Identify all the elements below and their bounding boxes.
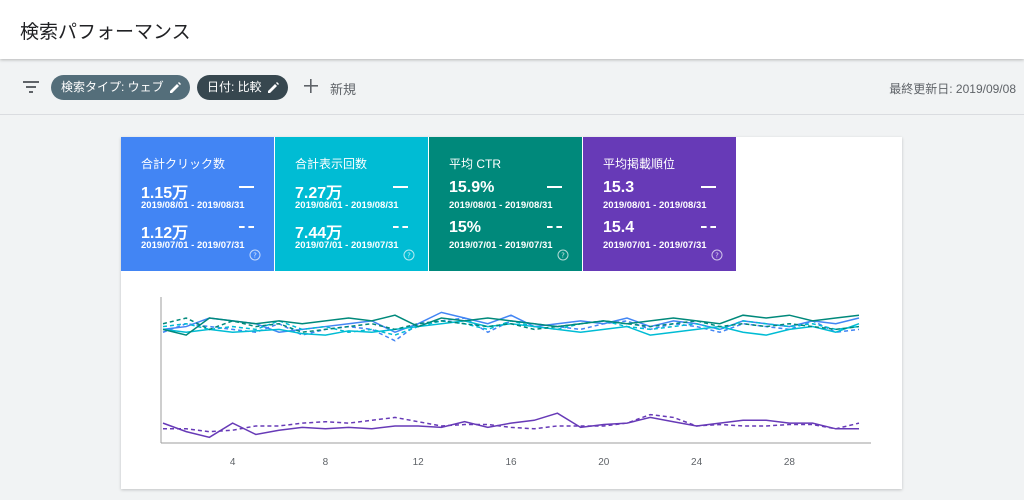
svg-text:?: ? <box>561 252 565 260</box>
metric-current-value: 15.9% <box>449 179 495 196</box>
series-line-5 <box>162 317 860 334</box>
metric-current-value: 1.15万 <box>141 185 189 202</box>
search-type-chip-label: 検索タイプ: ウェブ <box>61 80 164 94</box>
x-tick-label: 12 <box>413 457 425 468</box>
metric-title: 平均 CTR <box>449 157 501 171</box>
svg-text:?: ? <box>253 252 257 260</box>
x-tick-label: 20 <box>598 457 610 468</box>
date-compare-chip[interactable]: 日付: 比較 <box>197 75 288 100</box>
pencil-icon <box>169 82 181 93</box>
plus-icon <box>304 79 318 93</box>
metric-card-impressions[interactable]: 合計表示回数 7.27万 2019/08/01 - 2019/08/31 7.4… <box>275 137 428 271</box>
metric-current-range: 2019/08/01 - 2019/08/31 <box>449 200 553 211</box>
metric-previous-range: 2019/07/01 - 2019/07/31 <box>603 240 707 251</box>
metric-title: 合計クリック数 <box>141 157 226 171</box>
x-tick-label: 28 <box>784 457 796 468</box>
metric-previous-value: 15% <box>449 219 482 236</box>
dashed-line-legend <box>239 226 254 228</box>
dashed-line-legend <box>393 226 408 228</box>
x-tick-label: 16 <box>505 457 517 468</box>
solid-line-legend <box>239 186 254 188</box>
series-line-6 <box>162 412 859 439</box>
help-icon[interactable]: ? <box>557 249 569 261</box>
metric-card-position[interactable]: 平均掲載順位 15.3 2019/08/01 - 2019/08/31 15.4… <box>583 137 736 271</box>
metric-previous-range: 2019/07/01 - 2019/07/31 <box>449 240 553 251</box>
new-filter-label: 新規 <box>330 82 357 97</box>
metric-current-value: 7.27万 <box>295 185 343 202</box>
svg-text:?: ? <box>407 252 411 260</box>
app-header: 検索パフォーマンス <box>0 0 1024 59</box>
date-chip-label: 日付: 比較 <box>207 80 262 94</box>
performance-line-chart: 4 8 12 16 20 24 28 <box>160 297 871 468</box>
help-icon[interactable]: ? <box>711 249 723 261</box>
solid-line-legend <box>393 186 408 188</box>
metric-current-range: 2019/08/01 - 2019/08/31 <box>295 200 399 211</box>
x-tick-label: 8 <box>323 457 329 468</box>
pencil-icon <box>267 82 279 93</box>
x-tick-label: 4 <box>230 457 236 468</box>
svg-text:?: ? <box>715 252 719 260</box>
metric-previous-value: 7.44万 <box>295 225 343 242</box>
search-type-chip[interactable]: 検索タイプ: ウェブ <box>51 75 190 100</box>
metric-current-range: 2019/08/01 - 2019/08/31 <box>141 200 245 211</box>
series-line-4 <box>162 314 860 336</box>
dashed-line-legend <box>701 226 716 228</box>
metric-previous-range: 2019/07/01 - 2019/07/31 <box>141 240 245 251</box>
metric-card-ctr[interactable]: 平均 CTR 15.9% 2019/08/01 - 2019/08/31 15%… <box>429 137 582 271</box>
last-updated-text: 最終更新日: 2019/09/08 <box>889 82 1016 96</box>
help-icon[interactable]: ? <box>403 249 415 261</box>
solid-line-legend <box>701 186 716 188</box>
solid-line-legend <box>547 186 562 188</box>
metric-title: 平均掲載順位 <box>603 157 676 171</box>
x-tick-label: 24 <box>691 457 703 468</box>
metric-current-range: 2019/08/01 - 2019/08/31 <box>603 200 707 211</box>
series-line-7 <box>163 413 860 433</box>
performance-card: 合計クリック数 1.15万 2019/08/01 - 2019/08/31 1.… <box>121 137 902 489</box>
metric-previous-range: 2019/07/01 - 2019/07/31 <box>295 240 399 251</box>
metric-previous-value: 1.12万 <box>141 225 189 242</box>
dashed-line-legend <box>547 226 562 228</box>
metric-current-value: 15.3 <box>603 179 635 196</box>
metric-previous-value: 15.4 <box>603 219 635 236</box>
metric-title: 合計表示回数 <box>295 157 368 171</box>
metric-card-clicks[interactable]: 合計クリック数 1.15万 2019/08/01 - 2019/08/31 1.… <box>121 137 274 271</box>
page-title: 検索パフォーマンス <box>20 22 191 43</box>
help-icon[interactable]: ? <box>249 249 261 261</box>
filter-list-icon[interactable] <box>22 79 40 95</box>
filter-toolbar: 検索タイプ: ウェブ 日付: 比較 新規 最終更新日: 2019/09/08 <box>0 60 1024 115</box>
